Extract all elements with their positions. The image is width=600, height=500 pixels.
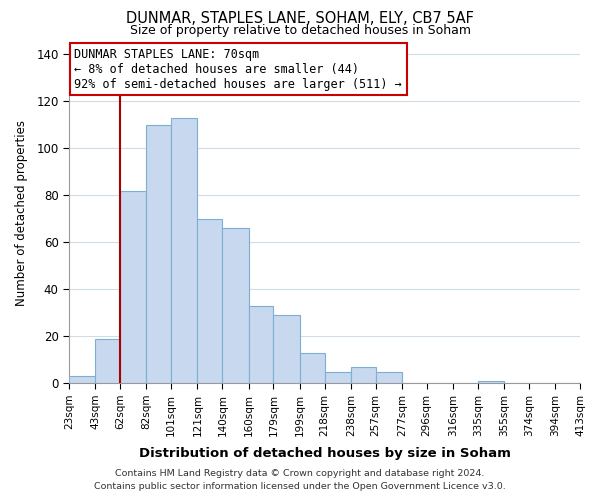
Bar [223, 228, 248, 384]
Bar [325, 372, 351, 384]
Bar [351, 367, 376, 384]
Y-axis label: Number of detached properties: Number of detached properties [15, 120, 28, 306]
Bar [69, 376, 95, 384]
Text: DUNMAR, STAPLES LANE, SOHAM, ELY, CB7 5AF: DUNMAR, STAPLES LANE, SOHAM, ELY, CB7 5A… [126, 11, 474, 26]
Bar [197, 219, 223, 384]
Text: Contains HM Land Registry data © Crown copyright and database right 2024.
Contai: Contains HM Land Registry data © Crown c… [94, 470, 506, 491]
Bar [120, 190, 146, 384]
Text: Size of property relative to detached houses in Soham: Size of property relative to detached ho… [130, 24, 470, 37]
Bar [376, 372, 402, 384]
Bar [95, 338, 120, 384]
X-axis label: Distribution of detached houses by size in Soham: Distribution of detached houses by size … [139, 447, 511, 460]
Bar [299, 353, 325, 384]
Bar [478, 381, 504, 384]
Bar [274, 315, 299, 384]
Bar [146, 125, 172, 384]
Text: DUNMAR STAPLES LANE: 70sqm
← 8% of detached houses are smaller (44)
92% of semi-: DUNMAR STAPLES LANE: 70sqm ← 8% of detac… [74, 48, 402, 90]
Bar [172, 118, 197, 384]
Bar [248, 306, 274, 384]
